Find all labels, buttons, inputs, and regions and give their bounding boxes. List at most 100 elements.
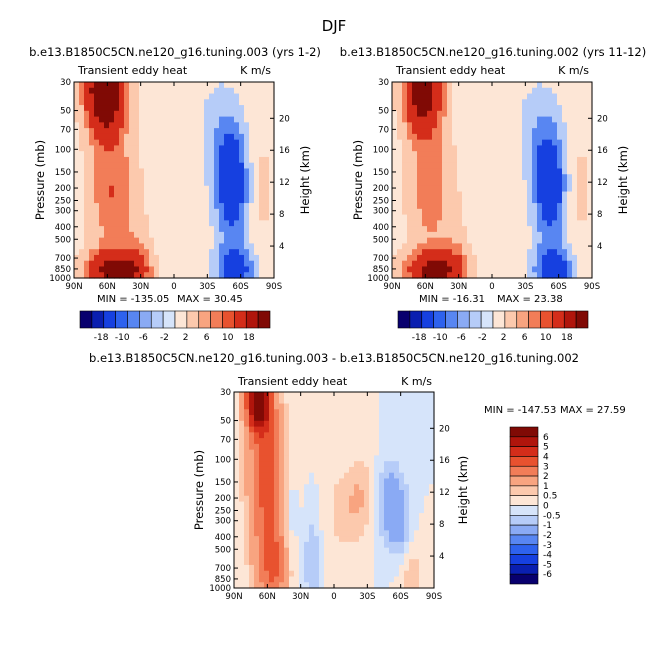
heatmap-cell: [369, 553, 375, 560]
heatmap-cell: [562, 208, 568, 216]
heatmap-cell: [319, 438, 325, 445]
heatmap-cell: [144, 185, 150, 193]
heatmap-cell: [397, 128, 403, 135]
heatmap-cell: [329, 559, 335, 566]
heatmap-cell: [502, 272, 508, 279]
heatmap-cell: [502, 93, 508, 100]
heatmap-cell: [249, 530, 255, 537]
heatmap-cell: [184, 272, 190, 279]
heatmap-cell: [74, 151, 80, 158]
heatmap-cell: [577, 203, 583, 210]
colorbar-label: -1: [543, 521, 552, 531]
heatmap-cell: [502, 87, 508, 95]
heatmap-cell: [502, 168, 508, 175]
heatmap-cell: [304, 478, 310, 485]
heatmap-cell: [404, 570, 410, 578]
heatmap-cell: [404, 466, 410, 474]
heatmap-cell: [412, 220, 418, 227]
heatmap-cell: [427, 231, 433, 239]
heatmap-cell: [477, 151, 483, 158]
colorbar-label: 5: [543, 443, 549, 453]
heatmap-cell: [179, 226, 185, 233]
heatmap-cell: [477, 145, 483, 152]
heatmap-cell: [109, 82, 115, 89]
heatmap-cell: [329, 426, 335, 433]
heatmap-cell: [359, 478, 365, 485]
heatmap-cell: [407, 226, 413, 233]
panel-2-ylabel-right: Height (km): [616, 146, 630, 215]
heatmap-cell: [324, 397, 330, 405]
heatmap-cell: [447, 128, 453, 135]
heatmap-cell: [527, 237, 533, 245]
heatmap-cell: [374, 409, 380, 416]
heatmap-cell: [429, 513, 435, 520]
heatmap-cell: [477, 243, 483, 250]
heatmap-cell: [492, 180, 498, 187]
heatmap-cell: [219, 174, 225, 181]
heatmap-cell: [384, 570, 390, 578]
heatmap-cell: [194, 272, 200, 279]
heatmap-cell: [199, 87, 205, 95]
heatmap-cell: [407, 208, 413, 216]
heatmap-cell: [319, 507, 325, 514]
heatmap-cell: [269, 110, 275, 118]
heatmap-cell: [289, 420, 295, 428]
heatmap-cell: [422, 249, 428, 256]
colorbar-label: 0: [543, 502, 549, 512]
heatmap-cell: [314, 449, 320, 457]
heatmap-cell: [99, 220, 105, 227]
heatmap-cell: [324, 501, 330, 508]
heatmap-cell: [557, 128, 563, 135]
heatmap-cell: [274, 420, 280, 428]
heatmap-cell: [552, 237, 558, 245]
heatmap-cell: [334, 432, 340, 439]
heatmap-cell: [422, 156, 428, 164]
heatmap-cell: [204, 116, 210, 123]
heatmap-cell: [114, 122, 120, 129]
heatmap-cell: [304, 443, 310, 451]
heatmap-cell: [502, 180, 508, 187]
heatmap-cell: [497, 151, 503, 158]
heatmap-cell: [462, 272, 468, 279]
heatmap-cell: [452, 243, 458, 250]
heatmap-cell: [552, 116, 558, 123]
heatmap-cell: [254, 553, 260, 560]
heatmap-cell: [354, 484, 360, 491]
heatmap-cell: [424, 536, 430, 543]
heatmap-cell: [419, 426, 425, 433]
heatmap-cell: [269, 133, 275, 141]
heatmap-cell: [249, 397, 255, 405]
heatmap-cell: [184, 260, 190, 268]
heatmap-cell: [214, 139, 220, 147]
heatmap-cell: [577, 231, 583, 239]
heatmap-cell: [164, 249, 170, 256]
heatmap-cell: [209, 128, 215, 135]
heatmap-cell: [299, 415, 305, 422]
heatmap-cell: [354, 570, 360, 578]
heatmap-cell: [274, 432, 280, 439]
heatmap-cell: [442, 105, 448, 112]
heatmap-cell: [94, 116, 100, 123]
heatmap-cell: [199, 185, 205, 193]
heatmap-cell: [134, 180, 140, 187]
heatmap-cell: [179, 133, 185, 141]
heatmap-cell: [457, 266, 463, 273]
heatmap-cell: [532, 133, 538, 141]
heatmap-cell: [517, 116, 523, 123]
heatmap-cell: [432, 260, 438, 268]
heatmap-cell: [279, 409, 285, 416]
heatmap-cell: [134, 151, 140, 158]
heatmap-cell: [472, 162, 478, 170]
heatmap-cell: [522, 249, 528, 256]
heatmap-cell: [159, 133, 165, 141]
heatmap-cell: [259, 524, 265, 531]
heatmap-cell: [507, 105, 513, 112]
heatmap-cell: [369, 524, 375, 531]
heatmap-cell: [389, 564, 395, 572]
heatmap-cell: [299, 490, 305, 497]
colorbar-label: 18: [561, 333, 573, 343]
heatmap-cell: [404, 530, 410, 537]
heatmap-cell: [412, 185, 418, 193]
heatmap-cell: [547, 87, 553, 95]
heatmap-cell: [234, 174, 240, 181]
